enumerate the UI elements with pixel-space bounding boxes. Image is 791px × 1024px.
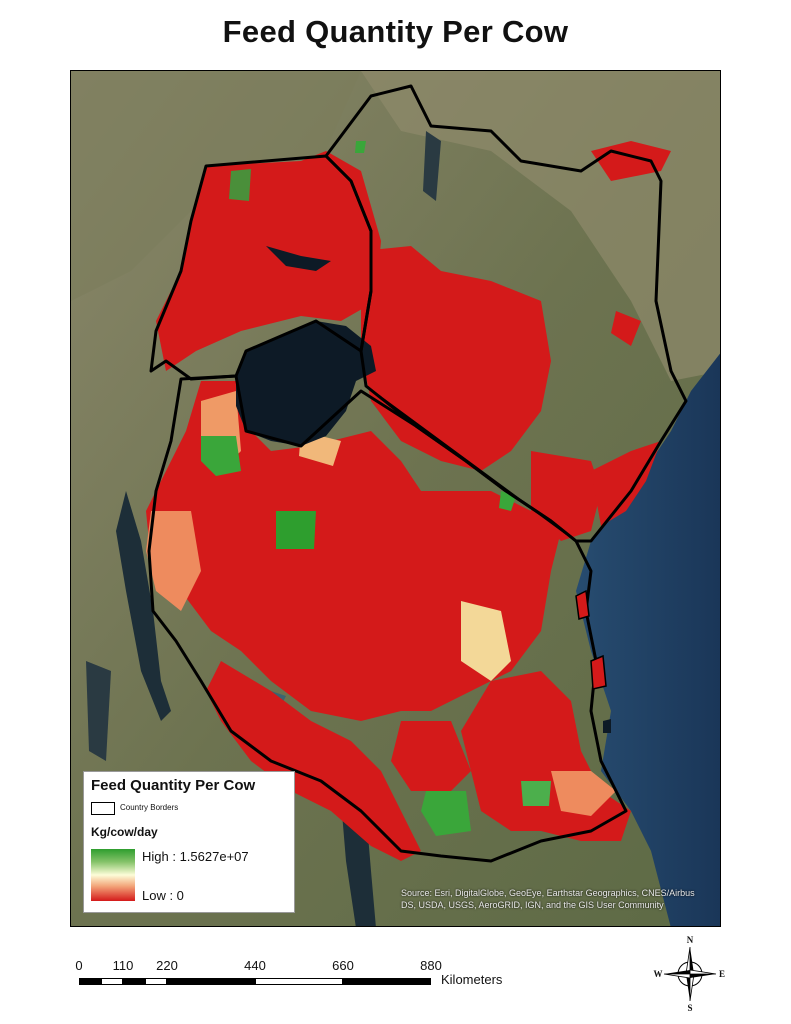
lake-turkana	[423, 131, 441, 201]
east-label: E	[719, 969, 725, 979]
lake-kyoga	[266, 246, 331, 271]
zanzibar-island	[590, 654, 607, 690]
legend-low-label: Low : 0	[142, 888, 184, 903]
kenya-tanzania-border	[366, 386, 577, 542]
legend-units: Kg/cow/day	[91, 825, 158, 839]
map-title: Feed Quantity Per Cow	[222, 14, 569, 49]
scale-segment	[343, 978, 431, 985]
scale-tick: 880	[420, 958, 442, 973]
scale-tick: 440	[244, 958, 266, 973]
west-label: W	[654, 969, 663, 979]
scale-segment	[101, 978, 123, 985]
scale-tick: 660	[332, 958, 354, 973]
lake-victoria	[236, 321, 376, 446]
feed-raster	[146, 141, 671, 861]
south-label: S	[687, 1003, 692, 1013]
scale-unit-label: Kilometers	[441, 972, 503, 987]
scale-tick: 0	[75, 958, 83, 973]
north-label: N	[687, 935, 694, 945]
attribution-text: Source: Esri, DigitalGlobe, GeoEye, Eart…	[401, 888, 695, 910]
north-arrow-icon: N S W E	[654, 935, 726, 1013]
mafia-island	[603, 719, 611, 733]
map-canvas	[71, 71, 720, 926]
pemba-island	[575, 589, 590, 620]
legend-title: Feed Quantity Per Cow	[91, 777, 256, 794]
map-frame[interactable]: Source: Esri, DigitalGlobe, GeoEye, Eart…	[70, 70, 721, 927]
lake-tanganyika	[116, 491, 171, 721]
legend-panel: Feed Quantity Per Cow Country Borders Kg…	[83, 771, 295, 913]
lake-mweru	[86, 661, 111, 761]
color-ramp	[91, 849, 135, 901]
country-borders	[147, 84, 688, 863]
scale-segment	[167, 978, 255, 985]
scale-segment	[79, 978, 101, 985]
country-borders-label: Country Borders	[120, 803, 179, 812]
scale-segment	[145, 978, 167, 985]
scale-tick: 110	[112, 958, 134, 973]
scale-bar: 0 110 220 440 660 880 Kilometers	[75, 958, 529, 998]
scale-segment	[123, 978, 145, 985]
scale-tick: 220	[156, 958, 178, 973]
country-borders-swatch	[91, 802, 115, 815]
scale-segment	[255, 978, 343, 985]
legend-high-label: High : 1.5627e+07	[142, 849, 249, 864]
